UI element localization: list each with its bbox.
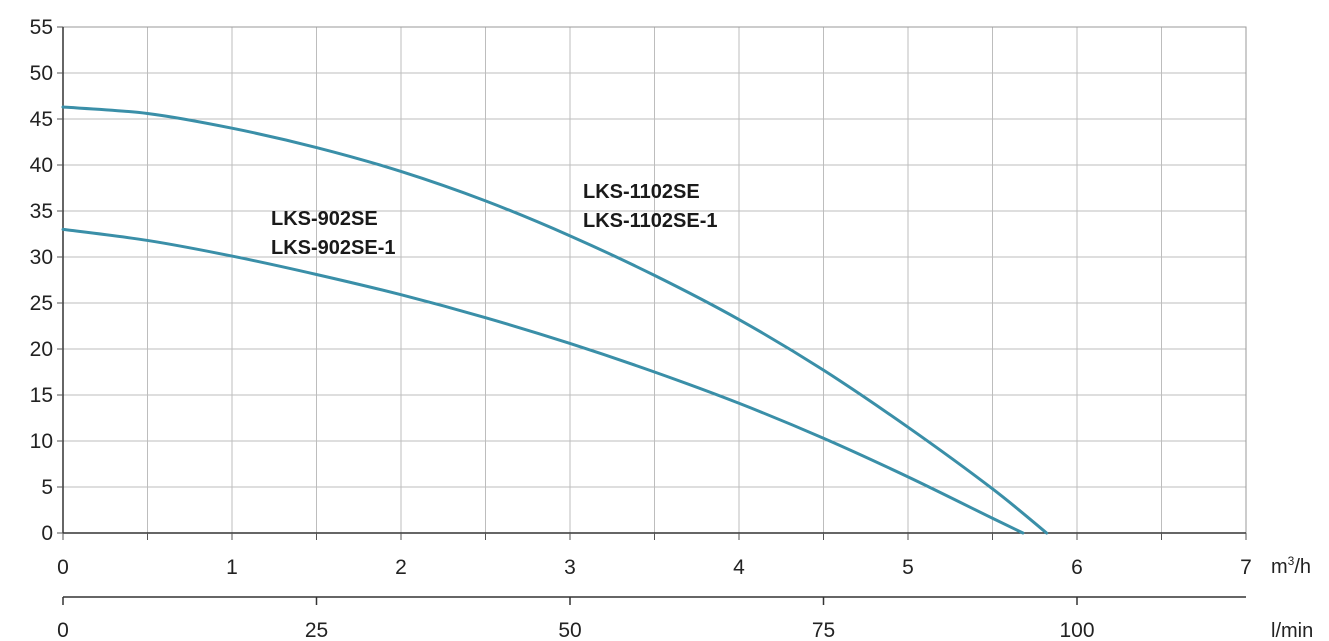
series-2-label-line2: LKS-902SE-1 [271,237,396,259]
curves [61,105,1049,535]
secondary-axis-unit: l/min [1271,620,1313,641]
secondary-tick-label: 75 [812,619,835,641]
x-axis-unit: m3/h [1271,554,1311,578]
series-1-label-line1: LKS-1102SE [583,181,700,203]
series-2-curve [61,227,1025,535]
y-tick-label: 35 [30,200,53,223]
y-tick-label: 45 [30,108,53,131]
grid [62,26,1247,534]
y-tick-label: 20 [30,338,53,361]
secondary-tick-label: 25 [305,619,328,641]
series-1-label-line2: LKS-1102SE-1 [583,210,718,232]
x-tick-label: 4 [733,556,745,579]
y-tick-label: 55 [30,16,53,39]
x-tick-label: 1 [226,556,238,579]
y-tick-label: 10 [30,430,53,453]
y-tick-label: 15 [30,384,53,407]
x-tick-label: 5 [902,556,914,579]
x-tick-label: 6 [1071,556,1083,579]
y-axis-ticks: 0 5 10 15 20 25 30 35 40 45 50 55 [30,16,63,545]
x-tick-label: 0 [57,556,69,579]
y-tick-label: 5 [41,476,53,499]
x-axis-ticks: 0 1 2 3 4 5 6 7 [57,533,1252,579]
secondary-tick-label: 0 [57,619,69,641]
series-2-label-line1: LKS-902SE [271,208,378,230]
secondary-tick-label: 100 [1059,619,1094,641]
y-tick-label: 30 [30,246,53,269]
y-tick-label: 25 [30,292,53,315]
x-tick-label: 3 [564,556,576,579]
y-tick-label: 0 [41,522,53,545]
secondary-axis: 0 25 50 75 100 [57,596,1246,641]
x-tick-label: 2 [395,556,407,579]
y-tick-label: 50 [30,62,53,85]
series-1-curve [61,105,1049,535]
x-tick-label: 7 [1240,556,1252,579]
y-tick-label: 40 [30,154,53,177]
secondary-tick-label: 50 [558,619,581,641]
